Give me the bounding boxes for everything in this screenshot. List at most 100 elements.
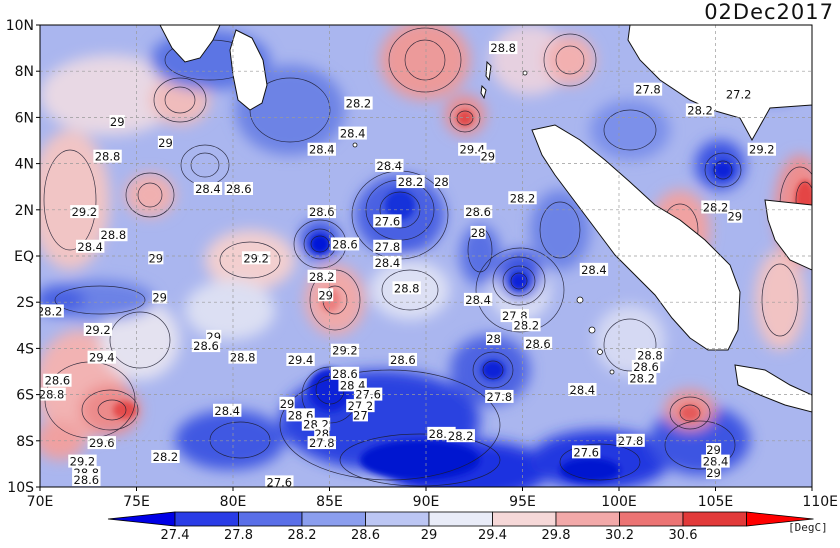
contour-label: 28.2 [37, 304, 63, 318]
lon-tick-label: 100E [601, 494, 637, 510]
contour-label-bg [213, 403, 242, 417]
contour-label-bg [228, 350, 257, 364]
contour-label: 29 [318, 288, 333, 302]
contour-label-bg [157, 135, 174, 149]
contour-label-bg [265, 475, 294, 487]
latitude-axis: 10N 8N 6N 4N 2N EQ 2S 4S 6S 8S 10S [6, 18, 40, 496]
contour-label-bg [40, 304, 64, 318]
land-borneo [764, 199, 812, 271]
colorbar-label: 29 [421, 528, 438, 543]
colorbar-label: 27.4 [161, 528, 190, 543]
contour-label-bg [458, 142, 487, 156]
contour-label-bg [307, 205, 336, 219]
contour-label: 28.2 [398, 175, 424, 189]
contour-label: 28.8 [230, 351, 256, 365]
contour-label-bg [330, 237, 360, 251]
lon-tick-label: 110E [802, 494, 838, 510]
contour-label-bg [705, 466, 722, 480]
contour-label: 29.2 [749, 143, 775, 157]
colorbar-arrow-low [107, 511, 176, 527]
contour-label-bg [87, 350, 116, 364]
contour-label: 27.6 [267, 475, 293, 489]
contour-label-bg [727, 209, 743, 223]
lat-tick-label: 8N [15, 64, 34, 80]
contour-label: 29 [152, 291, 167, 305]
lat-tick-label: 4N [15, 157, 34, 173]
contour-label: 28.4 [581, 263, 607, 277]
contour-label: 28.4 [377, 159, 403, 173]
contour-label-bg [489, 41, 518, 55]
contour-label-bg [701, 454, 730, 468]
contour-label-bg [307, 142, 336, 156]
contour-label-bg [523, 336, 553, 350]
contour-label: 27.8 [309, 436, 335, 450]
contour-label-bg [446, 429, 475, 443]
contour-label: 28.4 [570, 383, 596, 397]
contour-label-bg [724, 87, 753, 101]
contour-label: 28.4 [309, 143, 335, 157]
colorbar-label: 30.6 [669, 528, 698, 543]
contour-label: 28.2 [687, 103, 713, 117]
land-malay-indochina [627, 25, 812, 142]
contour-label-bg [151, 449, 180, 463]
contour-label-bg [470, 225, 486, 239]
contour-label: 28.2 [346, 97, 372, 111]
lat-tick-label: 6N [15, 110, 34, 126]
contour-label-bg [485, 332, 502, 346]
contour-label: 28.4 [340, 127, 366, 141]
contour-label: 28.2 [510, 191, 536, 205]
contour-label-bg [375, 158, 404, 172]
contour-label-bg [747, 142, 777, 156]
lat-tick-label: EQ [14, 249, 34, 265]
contour-label-bg [463, 205, 493, 219]
contour-label-bg [627, 371, 657, 385]
contour-label: 28.4 [375, 256, 401, 270]
contour-label-bg [68, 454, 97, 468]
contour-label-bg [685, 103, 715, 117]
colorbar-segment [365, 511, 430, 527]
colorbar-segment [301, 511, 366, 527]
contour-label-bg [705, 443, 722, 457]
contour-label: 28.6 [309, 205, 335, 219]
colorbar: 27.4 27.8 28.2 28.6 29 29.4 29.8 30.2 30.6 [107, 511, 814, 543]
contour-label-bg [633, 82, 663, 96]
contour-label: 28.6 [226, 182, 252, 196]
colorbar-segment [174, 511, 239, 527]
contour-label: 28.4 [703, 455, 729, 469]
contour-label-bg [579, 262, 609, 276]
lon-tick-label: 90E [413, 494, 440, 510]
colorbar-segment [238, 511, 303, 527]
contour-label-bg [616, 433, 645, 447]
contour-label-bg [480, 149, 496, 163]
contour-label: 28 [486, 332, 501, 346]
lon-tick-label: 80E [220, 494, 247, 510]
contour-label: 28.6 [332, 237, 358, 251]
colorbar-label: 30.2 [605, 528, 634, 543]
colorbar-segment [619, 511, 684, 527]
contour-label: 28.6 [525, 337, 551, 351]
contour-label-bg [70, 205, 99, 219]
land-java [734, 364, 812, 413]
contour-label: 27.6 [573, 445, 599, 459]
lat-tick-label: 10S [7, 480, 34, 496]
colorbar-segment [428, 511, 493, 527]
contour-label: 27.6 [375, 214, 401, 228]
contour-label-bg [43, 373, 72, 387]
lat-tick-label: 2N [15, 203, 34, 219]
contour-label: 29 [280, 397, 295, 411]
contour-label: 29.2 [72, 205, 98, 219]
lon-tick-label: 105E [698, 494, 734, 510]
contour-label: 28.4 [214, 404, 240, 418]
contour-label-bg [307, 269, 336, 283]
contour-label-bg [307, 436, 336, 450]
contour-label: 28.2 [629, 371, 655, 385]
lon-tick-label: 85E [316, 494, 343, 510]
contour-label: 29.4 [288, 353, 314, 367]
contour-label: 28.8 [394, 281, 420, 295]
contour-label-bg [463, 292, 493, 306]
contour-label-bg [72, 473, 101, 487]
contour-label: 29 [148, 251, 163, 265]
